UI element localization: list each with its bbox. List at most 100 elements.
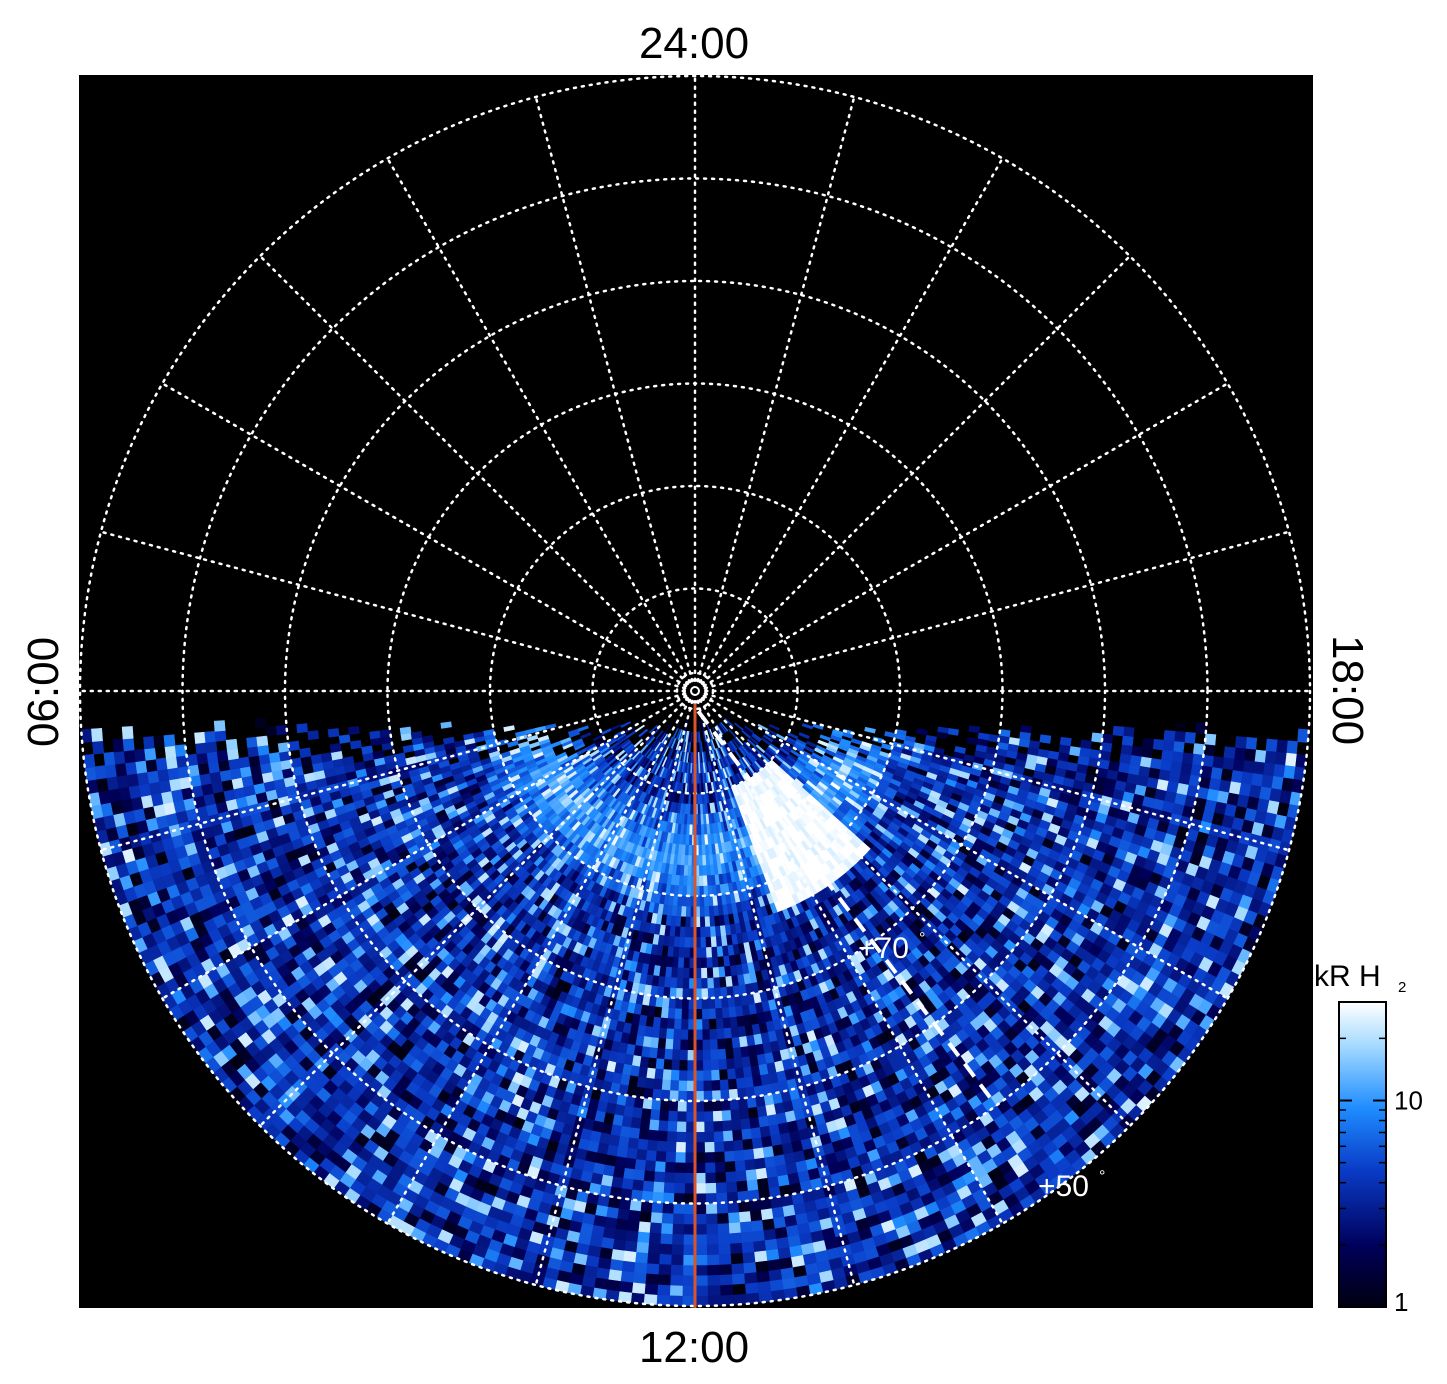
emission-cell <box>707 1294 722 1306</box>
emission-cell <box>734 1169 747 1182</box>
emission-cell <box>719 1283 734 1296</box>
emission-cell <box>675 987 683 999</box>
emission-cell <box>743 1271 758 1284</box>
emission-cell <box>1112 725 1125 737</box>
emission-cell <box>622 1249 637 1263</box>
emission-cell <box>683 1213 696 1225</box>
emission-cell <box>749 1209 763 1222</box>
emission-cell <box>650 1201 664 1214</box>
emission-cell <box>640 1107 652 1120</box>
emission-cell <box>699 936 707 948</box>
emission-cell <box>610 1175 624 1189</box>
emission-cell <box>639 1117 651 1130</box>
emission-cell <box>746 1178 759 1191</box>
emission-cell <box>745 1168 758 1181</box>
emission-cell <box>642 1179 655 1192</box>
emission-cell <box>647 1242 661 1254</box>
emission-cell <box>700 946 707 958</box>
emission-cell <box>669 1079 680 1091</box>
emission-cell <box>104 763 118 779</box>
emission-cell <box>663 1181 675 1194</box>
emission-cell <box>620 1270 635 1283</box>
emission-cell <box>658 1253 672 1265</box>
emission-cell <box>627 1136 639 1149</box>
emission-cell <box>206 751 219 764</box>
emission-cell <box>657 1119 669 1132</box>
emission-cell <box>681 987 690 999</box>
emission-cell <box>613 1228 628 1241</box>
emission-cell <box>1221 757 1235 771</box>
emission-cell <box>710 935 717 948</box>
emission-cell <box>683 936 691 948</box>
emission-cell <box>767 1268 783 1282</box>
emission-cell <box>657 1273 671 1286</box>
emission-cell <box>133 748 147 763</box>
emission-cell <box>155 757 169 771</box>
emission-cell <box>664 1037 674 1050</box>
emission-cell <box>703 1100 713 1112</box>
emission-cell <box>716 1037 726 1050</box>
emission-cell <box>199 772 213 786</box>
emission-cell <box>762 1228 777 1241</box>
emission-cell <box>683 1233 696 1245</box>
emission-cell <box>672 1202 685 1214</box>
emission-cell <box>1163 730 1176 742</box>
emission-cell <box>707 987 715 999</box>
emission-cell <box>725 1180 738 1193</box>
emission-cell <box>677 956 685 968</box>
emission-cell <box>717 1243 731 1255</box>
emission-cell <box>213 720 226 732</box>
emission-cell <box>706 966 714 979</box>
emission-cell <box>275 724 288 736</box>
emission-cell <box>703 1120 714 1133</box>
emission-cell <box>164 745 177 759</box>
emission-cell <box>636 1138 649 1151</box>
emission-cell <box>662 1068 672 1081</box>
emission-cell <box>668 1089 679 1101</box>
emission-cell <box>704 1171 716 1184</box>
emission-cell <box>721 1109 732 1122</box>
emission-cell <box>735 1179 748 1192</box>
emission-cell <box>663 1171 676 1183</box>
emission-cell <box>662 1058 673 1070</box>
emission-cell <box>1192 743 1206 756</box>
emission-cell <box>644 1077 655 1089</box>
emission-cell <box>722 1027 732 1039</box>
emission-cell <box>440 721 452 729</box>
emission-cell <box>379 729 392 738</box>
emission-cell <box>660 1088 671 1101</box>
emission-cell <box>683 1203 696 1215</box>
emission-cell <box>774 1226 788 1239</box>
emission-cell <box>329 743 342 753</box>
emission-cell <box>669 1274 684 1286</box>
emission-cell <box>680 1028 689 1040</box>
emission-cell <box>753 1157 766 1170</box>
emission-cell <box>702 1049 711 1061</box>
emission-cell <box>674 1151 686 1163</box>
emission-cell <box>645 1149 657 1162</box>
emission-cell <box>729 1108 741 1121</box>
emission-cell <box>706 1264 720 1276</box>
emission-cell <box>1243 748 1257 763</box>
emission-cell <box>661 1078 671 1091</box>
emission-cell <box>399 726 412 735</box>
emission-cell <box>674 1007 683 1020</box>
emission-cell <box>1264 750 1277 765</box>
emission-cell <box>612 1238 626 1251</box>
emission-cell <box>729 1242 743 1254</box>
emission-cell <box>659 1232 673 1245</box>
emission-cell <box>726 1067 737 1080</box>
emission-cell <box>605 1206 619 1219</box>
emission-cell <box>764 1238 778 1251</box>
emission-cell <box>705 1192 717 1204</box>
emission-cell <box>615 1217 629 1231</box>
emission-cell <box>678 1059 688 1071</box>
emission-cell <box>684 1182 696 1194</box>
emission-cell <box>257 744 270 756</box>
emission-cell <box>163 734 176 748</box>
emission-cell <box>714 1171 727 1183</box>
emission-cell <box>701 1038 711 1051</box>
emission-cell <box>723 1150 735 1162</box>
emission-cell <box>762 1145 774 1158</box>
emission-cell <box>670 1069 680 1081</box>
